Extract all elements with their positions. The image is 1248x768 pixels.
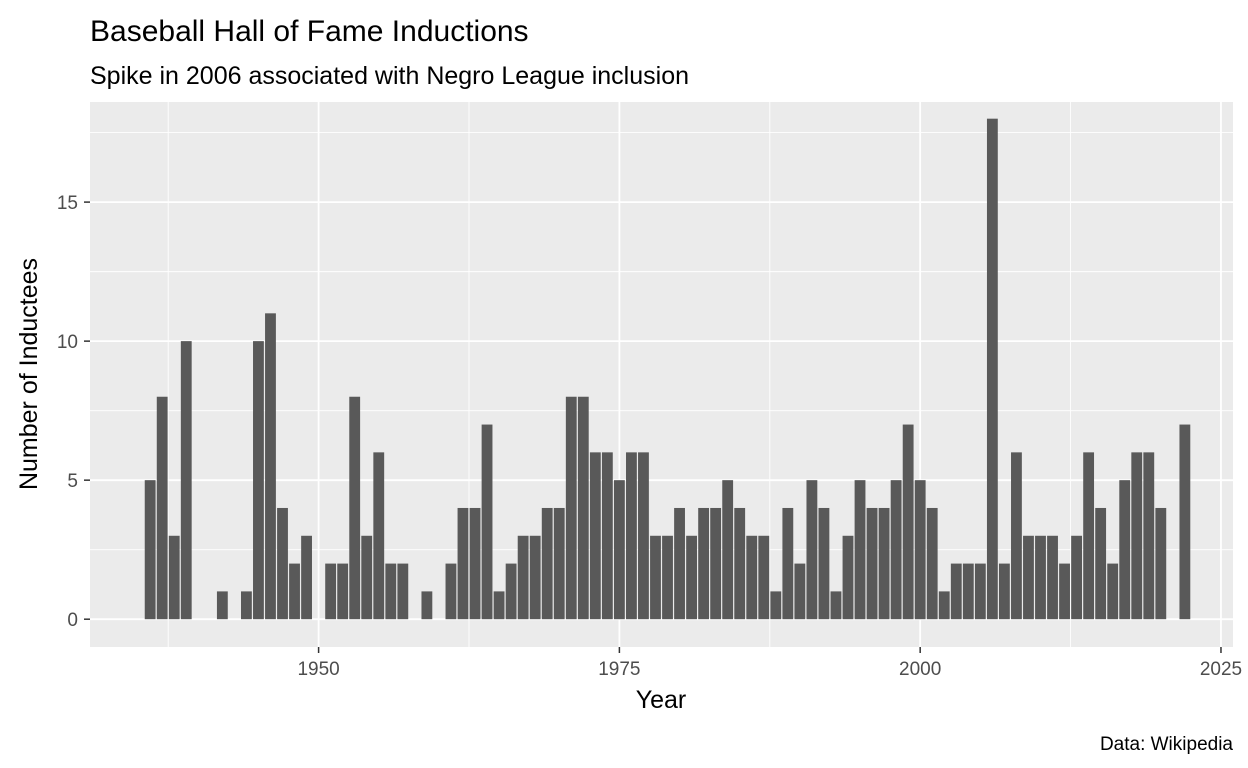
bar-1939 [180,341,192,620]
bar-1992 [818,507,830,620]
bar-2004 [962,563,974,620]
bar-1975 [613,480,625,620]
bar-1983 [710,507,722,620]
bar-1966 [505,563,517,620]
bar-2010 [1035,535,1046,620]
bar-1980 [674,507,685,620]
bar-1949 [301,535,312,620]
bar-1963 [469,507,481,620]
bar-2007 [998,563,1010,620]
bar-1979 [662,535,673,620]
bar-1986 [746,535,758,620]
y-tick-label: 0 [67,610,78,631]
bar-1942 [216,591,228,620]
x-tick-label: 2000 [899,659,941,680]
bar-1991 [806,480,818,620]
bar-1961 [445,563,457,620]
bar-1959 [421,591,433,620]
bar-1988 [770,591,782,620]
bar-1953 [349,396,361,620]
y-tick-label: 10 [57,332,78,353]
bar-2019 [1143,452,1155,620]
bar-1977 [638,452,649,620]
bar-1974 [601,452,613,620]
bar-1954 [361,535,373,620]
bar-1994 [842,535,854,620]
bar-2008 [1011,452,1022,620]
bar-2000 [914,480,926,620]
bar-1998 [890,480,902,620]
bar-1945 [253,341,264,620]
bar-1948 [289,563,300,620]
bar-1981 [686,535,697,620]
bar-1995 [854,480,866,620]
bar-1987 [758,535,770,620]
bar-1965 [493,591,505,620]
bar-1978 [650,535,661,620]
bar-1962 [457,507,469,620]
grid-minor [90,102,1233,647]
bar-1969 [541,507,553,620]
bar-2016 [1107,563,1119,620]
y-tick-label: 15 [57,193,78,214]
y-axis-title: Number of Inductees [15,258,43,490]
bar-1936 [144,480,156,620]
bar-2017 [1119,480,1131,620]
bar-2018 [1131,452,1143,620]
bar-1951 [325,563,337,620]
bar-1989 [782,507,794,620]
bar-1999 [902,424,914,620]
bar-1997 [878,507,890,620]
bar-1957 [397,563,409,620]
bar-2022 [1179,424,1191,620]
chart-title: Baseball Hall of Fame Inductions [90,15,529,48]
bar-1984 [722,480,734,620]
bar-1973 [589,452,601,620]
chart-caption: Data: Wikipedia [1100,734,1233,755]
y-tick-label: 5 [67,471,78,492]
x-tick-label: 1950 [297,659,339,680]
bar-1976 [626,452,637,620]
bar-2001 [926,507,938,620]
bar-1964 [481,424,493,620]
bar-1990 [794,563,806,620]
bar-2009 [1023,535,1034,620]
x-axis: 1950 1975 2000 2025 [297,647,1242,680]
bar-1937 [156,396,168,620]
bar-1971 [565,396,577,620]
bar-2014 [1083,452,1095,620]
bar-2005 [974,563,986,620]
bar-1947 [277,507,288,620]
bar-1956 [385,563,397,620]
bar-1968 [529,535,541,620]
bar-1938 [168,535,180,620]
x-tick-label: 2025 [1200,659,1242,680]
bar-2011 [1047,535,1058,620]
bar-2015 [1095,507,1107,620]
bar-2012 [1059,563,1070,620]
bar-2002 [938,591,950,620]
bar-1967 [517,535,529,620]
chart-subtitle: Spike in 2006 associated with Negro Leag… [90,62,689,90]
x-axis-title: Year [636,686,687,714]
bar-1944 [240,591,252,620]
bar-1952 [337,563,349,620]
bar-1946 [265,313,276,620]
bar-1972 [577,396,589,620]
bar-2003 [950,563,962,620]
bar-1982 [698,507,710,620]
bars [144,118,1191,620]
bar-2013 [1071,535,1083,620]
bar-1993 [830,591,842,620]
x-tick-label: 1975 [598,659,640,680]
bar-1996 [866,507,878,620]
bar-2020 [1155,507,1167,620]
bar-2006 [986,118,998,620]
bar-1970 [553,507,565,620]
y-axis: 0 5 10 15 [57,193,90,631]
bar-1985 [734,507,746,620]
bar-1955 [373,452,385,620]
